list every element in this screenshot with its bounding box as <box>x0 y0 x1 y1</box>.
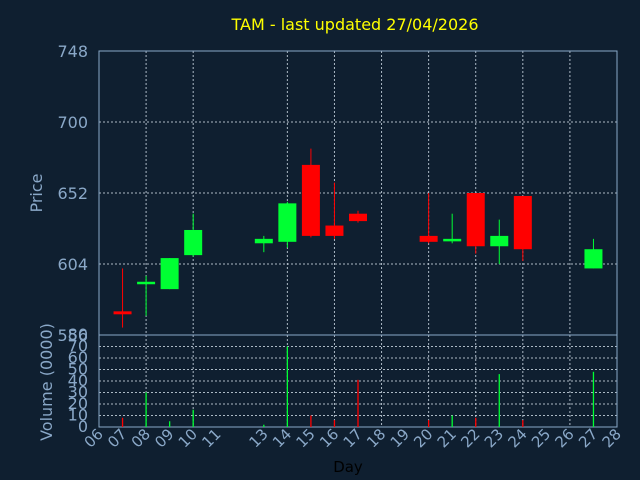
volume-tick-label: 0 <box>78 417 88 436</box>
x-tick-label: 17 <box>340 425 366 451</box>
volume-tick-label: 80 <box>68 325 88 344</box>
price-tick-label: 652 <box>57 184 88 203</box>
x-tick-label: 27 <box>575 425 601 451</box>
volume-bars <box>121 346 595 427</box>
volume-tick-label: 10 <box>68 406 88 425</box>
x-tick-label: 28 <box>599 425 625 451</box>
x-tick-label: 11 <box>198 425 224 451</box>
candle-body <box>349 213 367 222</box>
x-tick-label: 19 <box>387 425 413 451</box>
price-tick-label: 604 <box>57 255 88 274</box>
candle-body <box>254 238 273 244</box>
candle-body <box>325 225 344 236</box>
grid-lines <box>99 51 617 427</box>
price-tick-label: 748 <box>57 42 88 61</box>
x-tick-label: 09 <box>151 425 177 451</box>
price-tick-label: 700 <box>57 113 88 132</box>
x-tick-label: 14 <box>269 425 295 451</box>
candle-body <box>184 229 203 256</box>
x-tick-label: 22 <box>457 425 483 451</box>
x-tick-label: 07 <box>104 425 130 451</box>
volume-tick-label: 60 <box>68 348 88 367</box>
candle-body <box>513 195 532 250</box>
candles <box>113 148 603 328</box>
price-axis-label: Price <box>27 173 46 212</box>
x-tick-label: 13 <box>245 425 271 451</box>
candle-body <box>466 193 485 247</box>
candle-body <box>490 235 509 247</box>
x-tick-label: 21 <box>434 425 460 451</box>
volume-tick-label: 30 <box>68 383 88 402</box>
x-tick-label: 26 <box>552 425 578 451</box>
candle-body <box>301 164 320 236</box>
volume-tick-label: 20 <box>68 394 88 413</box>
candle-body <box>584 249 603 269</box>
volume-tick-label: 40 <box>68 371 88 390</box>
chart-title: TAM - last updated 27/04/2026 <box>230 15 478 34</box>
candle-body <box>137 281 156 285</box>
x-tick-label: 16 <box>316 425 342 451</box>
x-tick-label: 10 <box>175 425 201 451</box>
x-tick-label: 15 <box>293 425 319 451</box>
candle-body <box>278 203 297 242</box>
x-tick-label: 23 <box>481 425 507 451</box>
candle-body <box>113 311 132 315</box>
candle-body <box>160 258 179 290</box>
volume-tick-label: 70 <box>68 337 88 356</box>
x-tick-label: 25 <box>528 425 554 451</box>
x-tick-label: 08 <box>128 425 154 451</box>
x-axis-label: Day <box>333 458 363 476</box>
x-tick-label: 24 <box>504 425 530 451</box>
volume-axis-label: Volume (0000) <box>37 323 56 441</box>
price-tick-label: 556 <box>57 326 88 345</box>
x-tick-label: 20 <box>410 425 436 451</box>
volume-tick-label: 50 <box>68 360 88 379</box>
x-tick-label: 18 <box>363 425 389 451</box>
candle-body <box>443 238 462 242</box>
candle-body <box>419 235 438 242</box>
